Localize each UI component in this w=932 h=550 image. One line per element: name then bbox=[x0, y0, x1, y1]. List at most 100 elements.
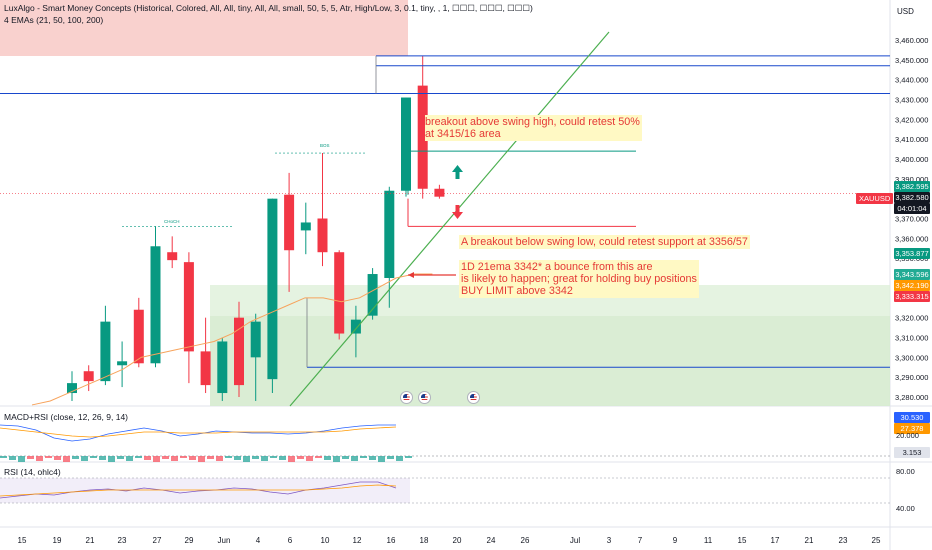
macd-histogram-bar bbox=[162, 456, 169, 459]
bull-candle bbox=[384, 190, 395, 278]
bear-candle bbox=[434, 188, 445, 197]
currency-label[interactable]: USD bbox=[897, 7, 914, 16]
annotation-breakout-above[interactable]: breakout above swing high, could retest … bbox=[425, 115, 642, 141]
annotation-line: 1D 21ema 3342* a bounce from this are bbox=[461, 261, 653, 273]
bull-candle bbox=[150, 246, 161, 364]
candles-layer bbox=[67, 55, 445, 401]
price-badge-low: 3,333.315 bbox=[894, 291, 930, 302]
date-tick-label: 4 bbox=[256, 536, 261, 545]
price-tick-label: 3,460.000 bbox=[895, 36, 928, 45]
date-tick-label: 10 bbox=[321, 536, 330, 545]
price-tick-label: 3,280.000 bbox=[895, 393, 928, 402]
macd-histogram-bar bbox=[27, 456, 34, 459]
price-badge-zone: 3,343.596 bbox=[894, 269, 930, 280]
date-tick-label: 29 bbox=[185, 536, 194, 545]
annotation-breakout-below[interactable]: A breakout below swing low, could retest… bbox=[459, 235, 750, 249]
annotation-ema-bounce[interactable]: 1D 21ema 3342* a bounce from this are is… bbox=[459, 260, 699, 298]
macd-histogram-bar bbox=[99, 456, 106, 460]
bear-candle bbox=[317, 218, 328, 253]
price-badge-close: 3,382.595 bbox=[894, 181, 930, 192]
annotation-line: at 3415/16 area bbox=[425, 128, 501, 140]
macd-histogram-bar bbox=[45, 456, 52, 458]
rsi-layer bbox=[0, 477, 890, 504]
us-flag-icon[interactable] bbox=[418, 391, 431, 404]
arrow-down-icon bbox=[452, 205, 463, 219]
lines-layer bbox=[0, 31, 890, 407]
countdown-badge: 04:01:04 bbox=[894, 203, 930, 214]
date-tick-label: 17 bbox=[771, 536, 780, 545]
bull-candle bbox=[250, 321, 261, 358]
macd-histogram-bar bbox=[387, 456, 394, 459]
price-tick-label: 3,310.000 bbox=[895, 334, 928, 343]
macd-histogram-bar bbox=[315, 456, 322, 458]
price-tick-label: 3,370.000 bbox=[895, 215, 928, 224]
macd-histogram-bar bbox=[225, 456, 232, 458]
indicator-legend[interactable]: LuxAlgo - Smart Money Concepts (Historic… bbox=[4, 3, 533, 13]
date-tick-label: 3 bbox=[607, 536, 612, 545]
rsi-ma-line bbox=[0, 484, 397, 497]
macd-histogram-bar bbox=[90, 456, 97, 458]
bear-candle bbox=[417, 85, 428, 189]
annotation-line: breakout above swing high, could retest … bbox=[425, 116, 640, 128]
date-tick-label: 21 bbox=[86, 536, 95, 545]
macd-histogram-bar bbox=[261, 456, 268, 461]
signal-badge: 27.378 bbox=[894, 423, 930, 434]
annotation-arrow-icon bbox=[408, 272, 456, 278]
macd-histogram-bar bbox=[189, 456, 196, 460]
bull-candle bbox=[100, 321, 111, 382]
macd-histogram-bar bbox=[135, 456, 142, 458]
macd-histogram-bar bbox=[333, 456, 340, 462]
date-tick-label: 27 bbox=[153, 536, 162, 545]
price-badge-ema50: 3,353.877 bbox=[894, 248, 930, 259]
bull-candle bbox=[117, 361, 128, 366]
date-tick-label: 25 bbox=[872, 536, 881, 545]
macd-histogram-bar bbox=[270, 456, 277, 458]
date-tick-label: 18 bbox=[420, 536, 429, 545]
rsi-pane-title[interactable]: RSI (14, ohlc4) bbox=[4, 467, 61, 477]
price-tick-label: 3,360.000 bbox=[895, 234, 928, 243]
macd-histogram-bar bbox=[342, 456, 349, 459]
macd-histogram-bar bbox=[297, 456, 304, 459]
date-tick-label: 23 bbox=[118, 536, 127, 545]
bull-candle bbox=[67, 383, 77, 394]
macd-histogram-bar bbox=[198, 456, 205, 462]
histogram-badge: 3.153 bbox=[894, 447, 930, 458]
bull-candle bbox=[350, 319, 361, 334]
bear-candle bbox=[234, 317, 244, 386]
macd-histogram-bar bbox=[234, 456, 241, 460]
price-tick-label: 3,300.000 bbox=[895, 353, 928, 362]
macd-histogram-bar bbox=[9, 456, 16, 460]
macd-line bbox=[0, 424, 396, 442]
date-tick-label: Jun bbox=[218, 536, 231, 545]
macd-histogram-bar bbox=[108, 456, 115, 462]
macd-signal-line bbox=[0, 426, 397, 438]
date-tick-label: 26 bbox=[521, 536, 530, 545]
date-tick-label: 15 bbox=[18, 536, 27, 545]
date-tick-label: 9 bbox=[673, 536, 678, 545]
bull-candle bbox=[367, 274, 378, 316]
date-tick-label: 15 bbox=[738, 536, 747, 545]
bear-candle bbox=[133, 309, 144, 364]
price-badge-last: 3,382.580 bbox=[894, 192, 930, 203]
macd-histogram-bar bbox=[18, 456, 25, 462]
annotation-line: BUY LIMIT above 3342 bbox=[461, 285, 573, 297]
us-flag-icon[interactable] bbox=[400, 391, 413, 404]
us-flag-icon[interactable] bbox=[467, 391, 480, 404]
macd-histogram-bar bbox=[279, 456, 286, 460]
date-tick-label: 20 bbox=[453, 536, 462, 545]
date-tick-label: 21 bbox=[805, 536, 814, 545]
ema21-line bbox=[31, 273, 433, 406]
annotation-line: A breakout below swing low, could retest… bbox=[461, 236, 748, 248]
price-badge-ema21: 3,342.190 bbox=[894, 280, 930, 291]
symbol-tag: XAUUSD bbox=[856, 193, 894, 204]
date-tick-label: Jul bbox=[570, 536, 580, 545]
ema-legend[interactable]: 4 EMAs (21, 50, 100, 200) bbox=[4, 15, 104, 25]
bull-candle bbox=[300, 222, 311, 231]
macd-histogram-bar bbox=[144, 456, 151, 460]
rsi-tick-40: 40.00 bbox=[896, 504, 915, 513]
bear-candle bbox=[83, 371, 94, 382]
bos-label: BOS bbox=[320, 143, 330, 148]
macd-pane-title[interactable]: MACD+RSI (close, 12, 26, 9, 14) bbox=[4, 412, 129, 422]
